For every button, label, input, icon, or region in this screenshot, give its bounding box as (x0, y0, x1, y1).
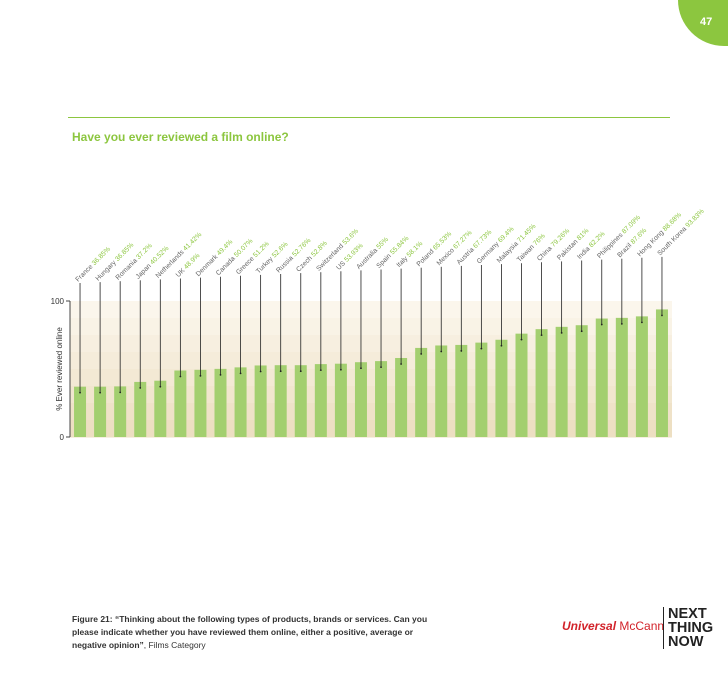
bar (435, 345, 448, 437)
leader-dot (520, 338, 523, 341)
bar (194, 369, 207, 437)
bar (615, 317, 628, 437)
leader-dot (380, 366, 382, 369)
logo-next: NEXT (668, 606, 707, 622)
bar (254, 365, 267, 437)
bar (555, 326, 568, 437)
bar (234, 367, 247, 437)
bar (655, 309, 668, 437)
leader-dot (540, 334, 543, 337)
bar-label-country: France (74, 262, 95, 283)
leader-dot (159, 385, 162, 388)
bar (395, 357, 408, 437)
bar (74, 386, 87, 437)
bar (455, 344, 468, 437)
bar (354, 362, 367, 437)
leader-dot (641, 321, 643, 324)
leader-dot (259, 370, 262, 373)
bar-label-value: 76% (532, 233, 547, 248)
next-thing-now-logo: NEXT THING NOW (663, 607, 728, 649)
bar-label-value: 81% (576, 227, 591, 242)
figure-caption: Figure 21: “Thinking about the following… (72, 613, 432, 652)
bar (314, 364, 327, 437)
logo-universal: Universal (562, 619, 617, 633)
bar (515, 333, 528, 437)
header-rule (68, 117, 670, 118)
bar (154, 380, 167, 437)
universal-mccann-logo: Universal McCann (562, 619, 664, 633)
leader-dot (119, 391, 122, 394)
leader-dot (179, 375, 182, 378)
leader-dot (340, 368, 342, 371)
leader-dot (400, 363, 402, 365)
leader-dot (99, 391, 101, 394)
leader-dot (219, 373, 222, 376)
leader-dot (560, 331, 563, 334)
leader-dot (279, 370, 282, 373)
y-axis-label: % Ever reviewed online (55, 327, 64, 411)
logo-mccann: McCann (619, 619, 665, 633)
leader-dot (661, 314, 663, 317)
chart-title: Have you ever reviewed a film online? (72, 130, 289, 144)
bar (274, 365, 287, 437)
leader-dot (319, 369, 322, 372)
y-tick-label-0: 0 (60, 433, 65, 442)
leader-dot (620, 322, 623, 325)
leader-dot (79, 391, 81, 394)
bar (495, 339, 508, 437)
leader-dot (440, 350, 443, 353)
leader-dot (360, 367, 362, 370)
leader-dot (500, 344, 503, 347)
bar (174, 370, 187, 437)
y-tick-label-100: 100 (51, 297, 65, 306)
bar-label-value: 41.42% (182, 231, 203, 252)
caption-normal: , Films Category (143, 640, 206, 650)
bar-label-value: 55% (375, 236, 390, 251)
bar (475, 342, 488, 437)
leader-dot (420, 353, 423, 355)
bar (134, 381, 147, 437)
bar (114, 386, 127, 437)
leader-dot (580, 330, 583, 333)
logo-thing: THING (668, 620, 714, 636)
bar (214, 368, 227, 437)
bar (294, 365, 307, 437)
bar (535, 329, 548, 437)
bar (375, 361, 388, 437)
leader-dot (199, 374, 202, 377)
page-number: 47 (700, 16, 713, 28)
leader-dot (600, 323, 603, 326)
leader-dot (460, 350, 463, 352)
bar-label-value: 93.83% (684, 208, 705, 229)
leader-dot (139, 387, 142, 389)
bar (94, 386, 107, 437)
bar (415, 347, 428, 437)
logo-now: NOW (668, 634, 704, 650)
bar (575, 325, 588, 437)
bar (635, 316, 648, 437)
leader-dot (299, 370, 302, 373)
bar-label: Australia 55% (355, 236, 390, 271)
bar (595, 318, 608, 437)
leader-dot (480, 347, 483, 350)
bar (334, 363, 347, 437)
caption-bold: Figure 21: “Thinking about the following… (72, 614, 428, 650)
leader-dot (239, 372, 242, 375)
